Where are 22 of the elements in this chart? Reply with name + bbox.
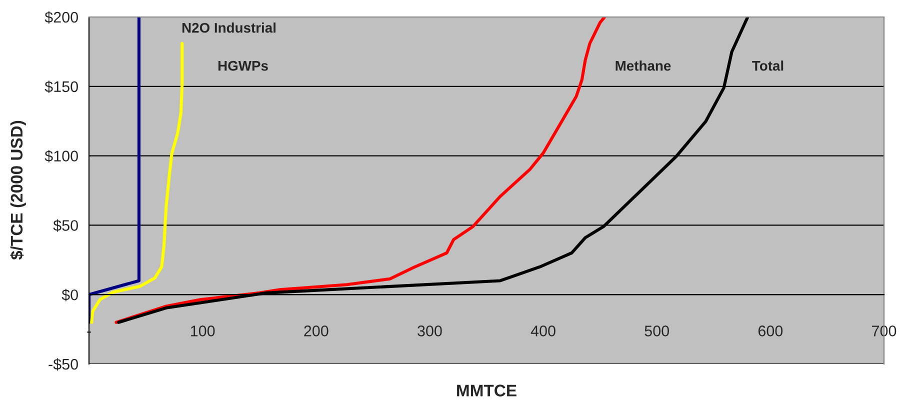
y-tick-label: -$50 — [48, 358, 78, 371]
y-tick-label: $150 — [44, 80, 78, 93]
line-series — [89, 17, 140, 324]
y-tick-label: $200 — [44, 11, 78, 24]
line-series — [114, 17, 606, 324]
x-tick-label: 100 — [190, 326, 215, 336]
x-tick-label: 600 — [758, 326, 783, 336]
x-tick-label: 500 — [644, 326, 670, 336]
y-tick-label: $50 — [53, 219, 78, 232]
y-tick-label: $0 — [62, 288, 78, 302]
x-tick-label: 200 — [304, 326, 328, 336]
y-axis-title: $/TCE (2000 USD) — [10, 120, 26, 260]
annotation: N2O Industrial — [182, 22, 276, 33]
x-axis-title: MMTCE — [457, 384, 516, 396]
annotation: Total — [752, 60, 784, 71]
x-tick-label: 400 — [530, 326, 556, 336]
annotation: HGWPs — [218, 60, 268, 71]
x-tick-label: 300 — [418, 326, 442, 336]
x-tick-label: 700 — [872, 326, 896, 336]
y-tick-label: $100 — [44, 150, 78, 162]
annotation: Methane — [616, 60, 671, 71]
line-series — [90, 42, 184, 324]
